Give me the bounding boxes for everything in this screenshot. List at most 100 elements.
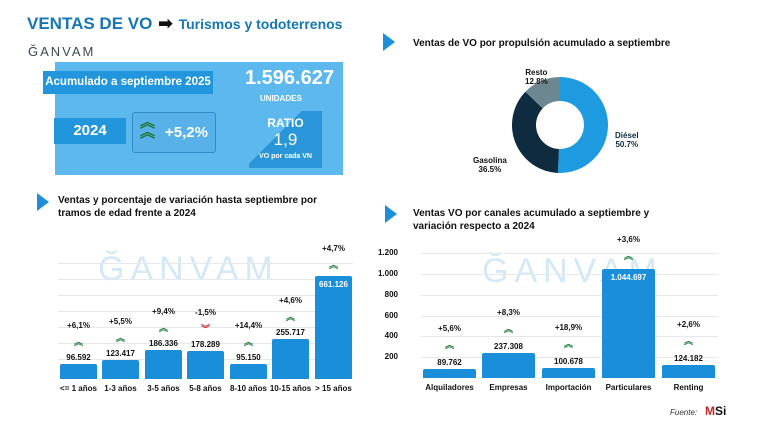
gridline xyxy=(420,253,718,255)
chevron-up-icon: ︽ xyxy=(243,337,253,348)
chevron-up-icon: ︽ xyxy=(73,336,83,347)
title-main: VENTAS DE VO xyxy=(27,14,153,33)
bar xyxy=(145,349,182,379)
value-label: 178.289 xyxy=(191,340,220,350)
units-label: UNIDADES xyxy=(260,94,302,103)
chevron-up-icon: ︽ xyxy=(683,336,693,347)
category-label: > 15 años xyxy=(315,384,352,393)
label-gasolina: Gasolina 36.5% xyxy=(473,156,507,174)
y-tick-label: 1.000 xyxy=(377,269,398,278)
category-label: 10-15 años xyxy=(269,384,312,393)
value-label: 1.044.697 xyxy=(610,273,647,283)
variation-label: +4,6% xyxy=(279,296,302,306)
value-label: 124.182 xyxy=(674,354,703,364)
category-label: 5-8 años xyxy=(189,384,222,393)
value-label: 123.417 xyxy=(106,348,135,358)
variation-label: -1,5% xyxy=(195,308,216,318)
category-label: Alquiladores xyxy=(425,383,474,392)
channel-chart-title: Ventas VO por canales acumulado a septie… xyxy=(413,208,650,232)
bar xyxy=(315,276,352,379)
ratio-value: 1,9 xyxy=(273,130,298,149)
y-tick-label: 400 xyxy=(384,331,398,341)
gridline xyxy=(420,274,718,275)
variation-label: +14,4% xyxy=(234,321,263,331)
value-label: 255.717 xyxy=(276,328,305,338)
value-label: 95.150 xyxy=(236,353,261,363)
chevron-up-icon: ︽ xyxy=(623,251,633,262)
value-label: 89.762 xyxy=(437,357,462,367)
category-label: 3-5 años xyxy=(147,384,180,393)
title-subtitle: Turismos y todoterrenos xyxy=(178,16,343,32)
chevron-up-icon: ︽ xyxy=(328,260,338,270)
ganvam-logo: ĞANVAM xyxy=(28,44,96,59)
y-tick-label: 600 xyxy=(384,310,398,320)
category-label: <= 1 años xyxy=(60,384,97,393)
bar xyxy=(272,339,309,379)
section-marker-icon xyxy=(385,205,397,223)
gridline xyxy=(58,263,353,264)
bar xyxy=(230,364,267,379)
variation-label: +8,3% xyxy=(497,308,520,318)
ratio-label: RATIO xyxy=(267,116,304,130)
value-label: 96.592 xyxy=(66,352,91,362)
gridline xyxy=(420,315,718,317)
variation-label: +4,7% xyxy=(322,244,345,253)
chevron-up-icon: ︽ ︽ xyxy=(140,114,156,141)
variation-value: +5,2% xyxy=(165,124,208,141)
value-label: 186.336 xyxy=(149,338,178,348)
category-label: 1-3 años xyxy=(104,384,137,393)
slice-gasolina xyxy=(512,91,559,173)
chevron-up-icon: ︽ xyxy=(285,312,295,323)
bar xyxy=(102,359,139,379)
bar xyxy=(542,367,595,378)
variation-label: +6,1% xyxy=(67,320,90,330)
y-tick-label: 200 xyxy=(384,352,398,362)
slice-diésel xyxy=(557,77,608,173)
age-chart-title: Ventas y porcentaje de variación hasta s… xyxy=(58,195,317,219)
gridline xyxy=(58,295,353,296)
category-label: Importación xyxy=(545,383,592,392)
arrow-right-icon: ➡ xyxy=(158,14,173,33)
chevron-up-icon: ︽ xyxy=(503,324,513,335)
gridline xyxy=(420,336,718,338)
y-tick-label: 1.200 xyxy=(377,248,398,258)
bar xyxy=(187,351,224,379)
chevron-down-icon: ︾ xyxy=(200,324,210,335)
source-label: Fuente: xyxy=(670,408,698,417)
category-label: Particulares xyxy=(605,383,652,392)
variation-label: +5,5% xyxy=(109,316,132,326)
variation-box: ︽ ︽ +5,2% xyxy=(132,112,216,153)
section-marker-icon xyxy=(37,193,49,211)
compare-year: 2024 xyxy=(54,118,126,144)
total-units: 1.596.627 xyxy=(245,67,334,89)
variation-label: +2,6% xyxy=(677,320,700,330)
category-label: Renting xyxy=(673,383,704,392)
ratio-box: RATIO 1,9 VO por cada VN xyxy=(249,111,322,168)
value-label: 100.678 xyxy=(554,356,583,366)
section-marker-icon xyxy=(383,33,395,51)
value-label: 237.308 xyxy=(494,342,523,352)
gridline xyxy=(58,343,353,344)
chevron-up-icon: ︽ xyxy=(115,332,125,343)
gridline xyxy=(58,311,353,312)
variation-label: +9,4% xyxy=(152,306,175,316)
bar xyxy=(602,269,655,378)
bar xyxy=(482,353,535,378)
gridline xyxy=(420,294,718,296)
page-title: VENTAS DE VO ➡ Turismos y todoterrenos xyxy=(27,14,342,34)
gridline xyxy=(58,327,353,328)
gridline xyxy=(58,279,353,280)
variation-label: +18,9% xyxy=(554,322,583,332)
ratio-caption: VO por cada VN xyxy=(259,153,312,160)
category-label: 8-10 años xyxy=(230,384,267,393)
bar xyxy=(662,365,715,378)
chevron-up-icon: ︽ xyxy=(563,338,573,349)
gridline xyxy=(420,357,718,359)
label-diesel: Diésel 50.7% xyxy=(615,131,639,149)
ganvam-watermark: ĞANVAM xyxy=(98,250,279,288)
slice-resto xyxy=(525,77,560,109)
bar xyxy=(423,368,476,378)
period-label: Acumulado a septiembre 2025 xyxy=(43,71,213,94)
value-label: 661.126 xyxy=(319,280,348,289)
msi-logo: MSi xyxy=(705,404,727,418)
